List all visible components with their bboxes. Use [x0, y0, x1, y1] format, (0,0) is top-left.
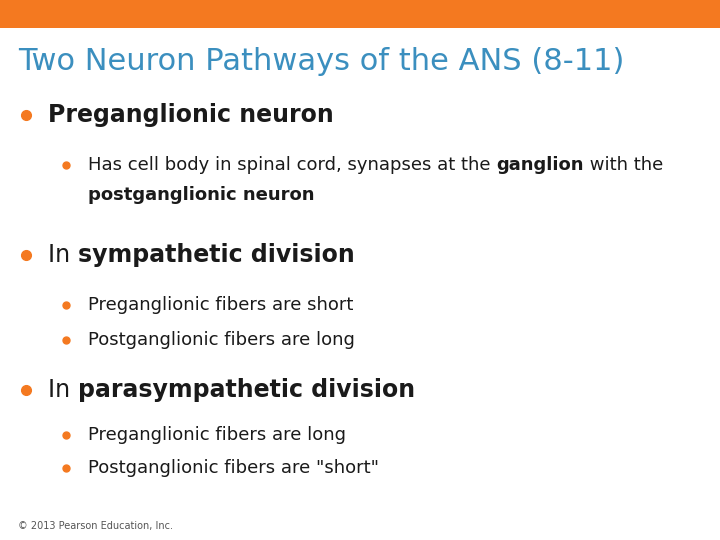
Text: Two Neuron Pathways of the ANS (8-11): Two Neuron Pathways of the ANS (8-11)	[18, 48, 624, 77]
Bar	[0, 0, 720, 28]
Text: In: In	[48, 378, 78, 402]
Text: sympathetic division: sympathetic division	[78, 243, 354, 267]
Text: parasympathetic division: parasympathetic division	[78, 378, 415, 402]
Text: ganglion: ganglion	[496, 156, 584, 174]
Text: Preganglionic neuron: Preganglionic neuron	[48, 103, 334, 127]
Text: Preganglionic fibers are long: Preganglionic fibers are long	[88, 426, 346, 444]
Text: Postganglionic fibers are long: Postganglionic fibers are long	[88, 331, 355, 349]
Text: Postganglionic fibers are "short": Postganglionic fibers are "short"	[88, 459, 379, 477]
Text: postganglionic neuron: postganglionic neuron	[88, 186, 315, 204]
Text: with the: with the	[584, 156, 663, 174]
Text: Preganglionic fibers are short: Preganglionic fibers are short	[88, 296, 354, 314]
Text: Has cell body in spinal cord, synapses at the: Has cell body in spinal cord, synapses a…	[88, 156, 496, 174]
Text: In: In	[48, 243, 78, 267]
Text: © 2013 Pearson Education, Inc.: © 2013 Pearson Education, Inc.	[18, 521, 173, 531]
